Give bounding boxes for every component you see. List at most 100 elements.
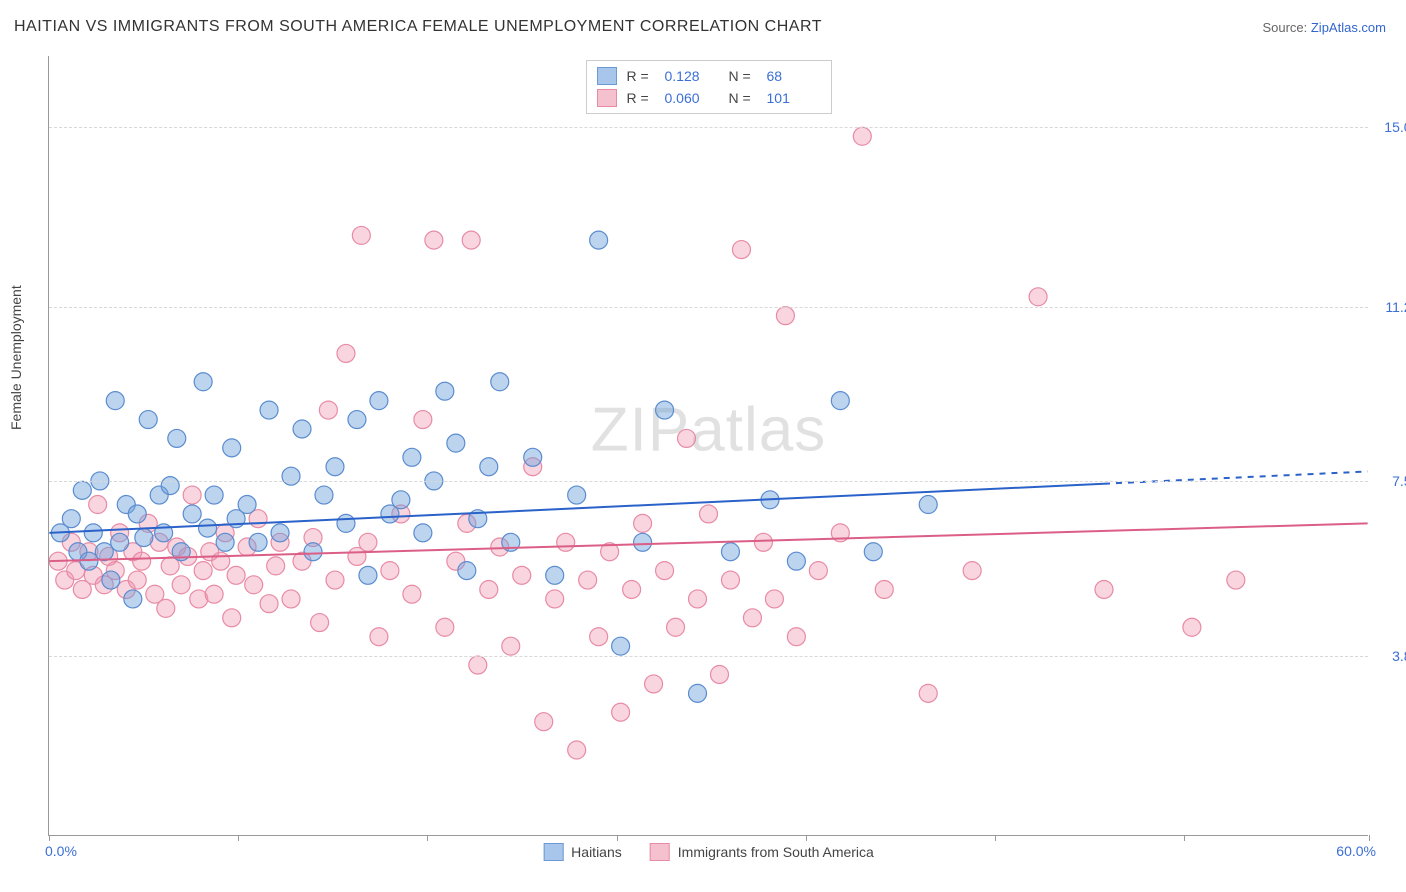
scatter-point [590, 231, 608, 249]
scatter-point [689, 684, 707, 702]
scatter-point [319, 401, 337, 419]
x-axis-max-label: 60.0% [1336, 843, 1376, 859]
scatter-point [80, 552, 98, 570]
scatter-point [227, 566, 245, 584]
scatter-point [403, 585, 421, 603]
scatter-point [205, 585, 223, 603]
scatter-point [117, 581, 135, 599]
scatter-point [853, 127, 871, 145]
scatter-point [469, 510, 487, 528]
scatter-point [462, 231, 480, 249]
scatter-point [710, 665, 728, 683]
scatter-point [260, 401, 278, 419]
plot-area: ZIPatlas R = 0.128 N = 68 R = 0.060 N = … [48, 56, 1368, 836]
scatter-point [557, 533, 575, 551]
scatter-point [201, 543, 219, 561]
scatter-point [348, 411, 366, 429]
scatter-point [634, 533, 652, 551]
scatter-point [919, 496, 937, 514]
scatter-point [502, 533, 520, 551]
scatter-point [623, 581, 641, 599]
scatter-point [546, 590, 564, 608]
scatter-point [491, 373, 509, 391]
n-label: N = [729, 68, 757, 84]
scatter-point [223, 609, 241, 627]
legend-stats-row-a: R = 0.128 N = 68 [597, 65, 821, 87]
x-tick [49, 835, 50, 841]
scatter-point [168, 538, 186, 556]
scatter-point [271, 524, 289, 542]
scatter-point [271, 533, 289, 551]
scatter-point [919, 684, 937, 702]
scatter-point [352, 226, 370, 244]
scatter-point [249, 510, 267, 528]
scatter-point [102, 571, 120, 589]
scatter-point [645, 675, 663, 693]
legend-stats-row-b: R = 0.060 N = 101 [597, 87, 821, 109]
scatter-point [161, 477, 179, 495]
scatter-point [260, 595, 278, 613]
gridline-h [49, 656, 1368, 657]
y-tick-label: 11.2% [1385, 299, 1406, 315]
scatter-point [67, 562, 85, 580]
scatter-point [359, 533, 377, 551]
scatter-point [535, 713, 553, 731]
scatter-point [392, 505, 410, 523]
scatter-point [183, 486, 201, 504]
x-tick [427, 835, 428, 841]
scatter-point [212, 552, 230, 570]
scatter-point [776, 307, 794, 325]
scatter-point [150, 486, 168, 504]
scatter-point [172, 543, 190, 561]
scatter-point [135, 529, 153, 547]
scatter-point [480, 458, 498, 476]
scatter-point [304, 543, 322, 561]
scatter-point [963, 562, 981, 580]
x-tick [238, 835, 239, 841]
scatter-point [568, 741, 586, 759]
scatter-point [524, 448, 542, 466]
r-value-a: 0.128 [665, 68, 719, 84]
scatter-point [293, 420, 311, 438]
scatter-point [513, 566, 531, 584]
scatter-point [146, 585, 164, 603]
r-label: R = [627, 68, 655, 84]
source-link[interactable]: ZipAtlas.com [1311, 20, 1386, 35]
scatter-point [656, 401, 674, 419]
scatter-point [678, 429, 696, 447]
scatter-point [721, 543, 739, 561]
scatter-point [124, 590, 142, 608]
scatter-point [568, 486, 586, 504]
scatter-point [106, 392, 124, 410]
scatter-point [282, 590, 300, 608]
scatter-point [656, 562, 674, 580]
source-prefix: Source: [1262, 20, 1310, 35]
scatter-point [370, 392, 388, 410]
trend-line [49, 523, 1367, 561]
scatter-point [111, 533, 129, 551]
scatter-point [700, 505, 718, 523]
scatter-point [326, 571, 344, 589]
scatter-point [238, 496, 256, 514]
scatter-point [139, 411, 157, 429]
y-tick-label: 3.8% [1392, 648, 1406, 664]
scatter-point [634, 514, 652, 532]
scatter-point [84, 566, 102, 584]
scatter-point [106, 562, 124, 580]
scatter-point [1227, 571, 1245, 589]
r-label-2: R = [627, 90, 655, 106]
watermark: ZIPatlas [591, 394, 826, 465]
n-value-a: 68 [767, 68, 821, 84]
scatter-point [754, 533, 772, 551]
scatter-point [249, 533, 267, 551]
scatter-point [227, 510, 245, 528]
swatch-a [597, 67, 617, 85]
scatter-point [62, 533, 80, 551]
scatter-point [80, 543, 98, 561]
scatter-point [216, 533, 234, 551]
x-tick [1184, 835, 1185, 841]
source-credit: Source: ZipAtlas.com [1262, 20, 1386, 35]
scatter-point [223, 439, 241, 457]
scatter-point [326, 458, 344, 476]
scatter-point [84, 524, 102, 542]
